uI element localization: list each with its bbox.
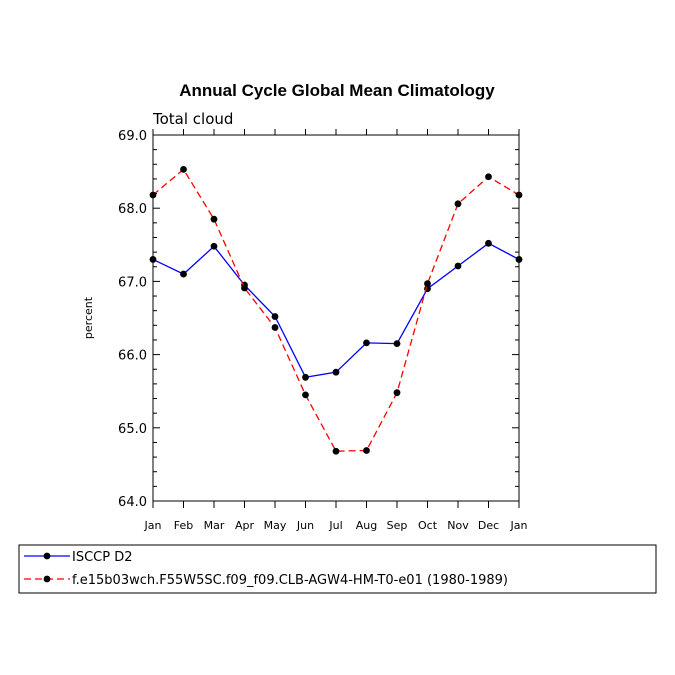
series-2-point <box>363 447 370 454</box>
y-tick-label: 65.0 <box>118 422 147 437</box>
legend-box <box>18 544 657 594</box>
series-2-point <box>393 389 401 397</box>
series-2-point <box>454 200 462 208</box>
x-tick-label: Jul <box>328 519 342 532</box>
legend-marker-1 <box>43 552 51 560</box>
series-2-point <box>332 447 340 455</box>
x-tick-label: Feb <box>174 519 193 532</box>
x-tick-label: Nov <box>447 519 469 532</box>
series-1-point <box>363 339 370 347</box>
series-1-point <box>485 239 492 247</box>
series-1-point <box>180 270 187 278</box>
series-2-point <box>271 324 279 331</box>
series-1-point <box>454 262 462 270</box>
series-2-point <box>149 191 157 199</box>
y-tick-label: 69.0 <box>118 129 147 144</box>
series-1-point <box>271 313 279 320</box>
x-tick-label: May <box>264 519 287 532</box>
series-group <box>149 166 523 455</box>
legend-label-2: f.e15b03wch.F55W5SC.f09_f09.CLB-AGW4-HM-… <box>72 573 508 588</box>
series-2-point <box>302 391 309 399</box>
series-2-point <box>180 166 187 173</box>
chart-subtitle: Total cloud <box>152 110 233 128</box>
series-2-point <box>210 215 218 223</box>
x-tick-label: Aug <box>356 519 377 532</box>
series-1-point <box>515 256 523 263</box>
y-tick-label: 67.0 <box>118 275 147 290</box>
y-axis-label: percent <box>82 296 95 339</box>
y-tick-label: 64.0 <box>118 495 147 510</box>
series-line-1 <box>152 242 520 379</box>
series-2-point <box>241 284 248 292</box>
series-2-point <box>424 280 431 287</box>
series-2-point <box>485 173 492 181</box>
y-tick-label: 68.0 <box>118 202 147 217</box>
x-tick-label: Dec <box>478 519 499 532</box>
legend-marker-2 <box>43 575 51 583</box>
axes: 64.0 65.0 66.0 67.0 68.0 69.0 Jan Feb Mar Apr May J… <box>118 129 528 532</box>
x-tick-label: Jan <box>510 519 528 532</box>
x-tick-label: Jan <box>144 519 162 532</box>
x-tick-label: Oct <box>418 519 438 532</box>
series-1-point <box>302 373 309 381</box>
chart-title: Annual Cycle Global Mean Climatology <box>179 81 495 100</box>
series-line-2 <box>152 168 520 452</box>
series-1-point <box>210 242 218 250</box>
legend: ISCCP D2 f.e15b03wch.F55W5SC.f09_f09.CLB-… <box>24 550 508 588</box>
y-tick-label: 66.0 <box>118 349 147 364</box>
series-1-point <box>393 340 401 348</box>
series-1-point <box>332 368 340 376</box>
x-tick-label: Sep <box>387 519 408 532</box>
x-tick-label: Apr <box>235 519 255 532</box>
legend-label-1: ISCCP D2 <box>72 550 133 565</box>
x-tick-label: Jun <box>296 519 314 532</box>
series-2-point <box>515 191 523 199</box>
series-1-point <box>149 256 157 263</box>
x-tick-label: Mar <box>204 519 225 532</box>
plot-frame <box>152 134 520 502</box>
